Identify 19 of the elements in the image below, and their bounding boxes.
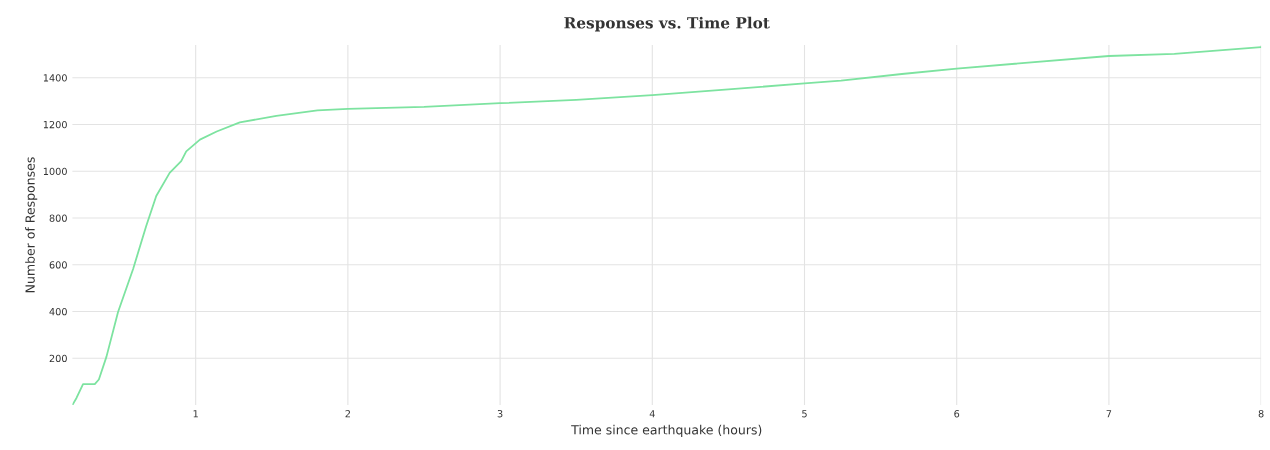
x-tick-label: 4 bbox=[649, 410, 655, 418]
x-axis-title: Time since earthquake (hours) bbox=[571, 424, 762, 437]
y-tick-label: 600 bbox=[49, 261, 67, 269]
x-tick-label: 6 bbox=[954, 410, 960, 418]
y-tick-label: 1000 bbox=[43, 167, 67, 176]
x-tick-label: 7 bbox=[1106, 410, 1112, 418]
y-tick-label: 400 bbox=[49, 307, 67, 316]
y-tick-label: 800 bbox=[49, 214, 67, 222]
chart-title: Responses vs. Time Plot bbox=[564, 16, 770, 32]
y-tick-label: 1200 bbox=[43, 120, 67, 129]
y-tick-label: 1400 bbox=[43, 74, 67, 82]
x-tick-label: 1 bbox=[193, 410, 198, 418]
x-tick-label: 3 bbox=[497, 410, 503, 418]
x-tick-label: 8 bbox=[1258, 410, 1264, 418]
x-tick-label: 5 bbox=[802, 410, 807, 418]
y-tick-label: 200 bbox=[49, 354, 67, 363]
x-tick-label: 2 bbox=[345, 410, 350, 418]
line-series bbox=[72, 46, 1262, 405]
y-axis-title: Number of Responses bbox=[25, 157, 38, 293]
